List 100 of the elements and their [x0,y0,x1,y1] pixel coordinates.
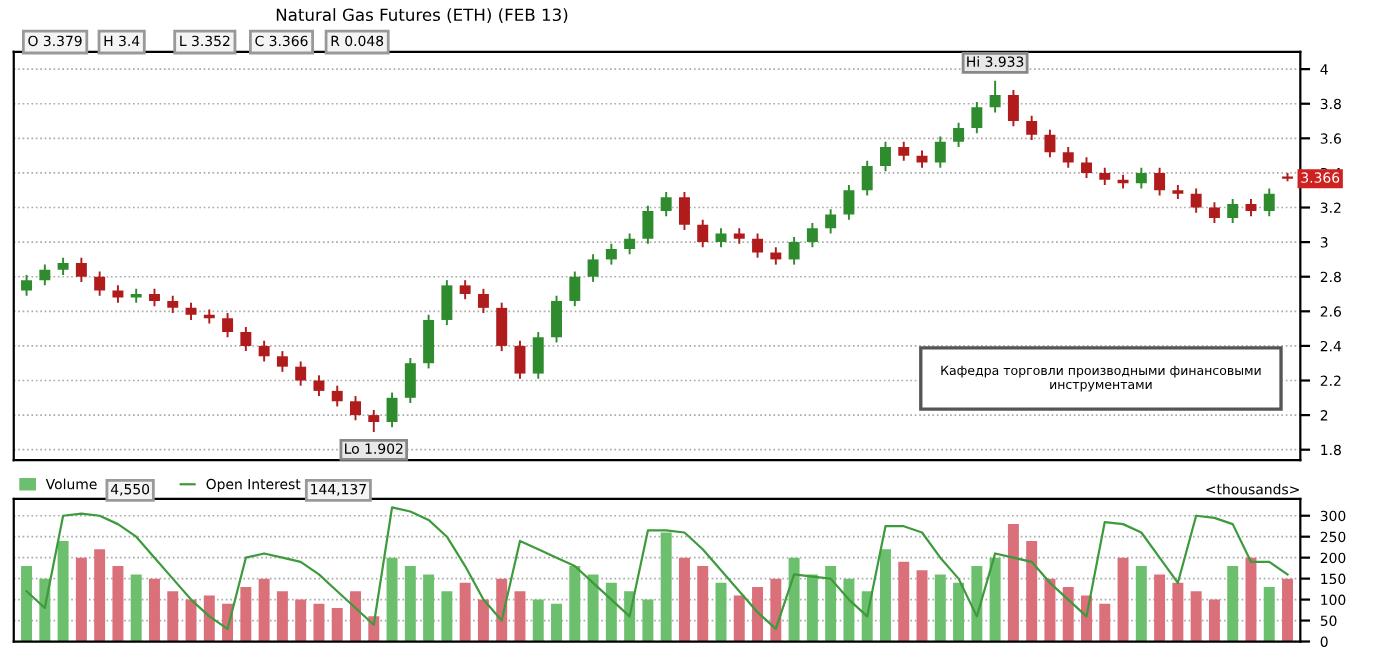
bar [167,591,179,642]
candlestick [551,294,563,344]
candlestick [331,384,343,408]
bar [295,599,307,642]
bar [149,578,160,642]
bar [130,574,142,642]
candlestick [642,204,654,245]
candlestick [1208,201,1220,225]
bar [240,587,252,642]
candlestick [587,253,599,283]
bar [989,557,1001,642]
candlestick [1081,156,1092,180]
bar [57,540,69,642]
candlestick [404,357,416,404]
bar [1026,540,1038,642]
candlestick [222,312,234,339]
candlestick [1135,166,1147,190]
bar [1117,557,1129,642]
candlestick [898,140,910,162]
candlestick [459,279,471,301]
bar [1044,578,1056,642]
bar [1099,603,1111,642]
bar [1208,599,1220,642]
candlestick [1026,114,1038,142]
bar [678,557,690,642]
candlestick [276,350,288,373]
candlestick [1190,187,1202,214]
bar [1245,557,1257,642]
candlestick [843,184,855,221]
bar [350,591,361,642]
candlestick [477,287,489,315]
bar [185,599,197,642]
bar [916,570,928,642]
bar [94,549,106,642]
bar [971,566,983,642]
candlestick [295,360,307,387]
bar [880,549,891,642]
candlestick [678,190,690,231]
candlestick [350,395,361,422]
candlestick [624,232,636,256]
bar [441,591,453,642]
bar [587,574,599,642]
bar [75,557,87,642]
candlestick [861,159,873,197]
bar [276,591,288,642]
candlestick [605,242,617,266]
candlestick [21,274,33,297]
bar [1172,582,1184,642]
candlestick [989,79,1001,114]
candlestick [313,374,325,398]
bar [459,582,471,642]
bar [788,557,800,642]
bar [934,574,946,642]
bar [1282,578,1294,642]
bar [642,599,654,642]
bar [313,603,325,642]
candlestick [1227,197,1239,225]
bar [331,607,343,642]
bar [733,595,745,642]
bar [953,582,965,642]
candlestick [697,218,709,249]
candlestick [94,270,106,297]
bar [258,578,270,642]
candlestick [258,339,270,363]
bar [1190,591,1202,642]
bar [1154,574,1166,642]
candlestick [75,256,87,283]
candlestick [788,235,800,266]
candlestick [368,408,380,434]
bar [203,595,215,642]
candlestick [532,331,544,380]
bar [1062,587,1074,642]
candlestick [569,270,581,308]
bar [514,591,526,642]
candlestick [934,135,946,169]
bar [1263,587,1275,642]
bar [423,574,435,642]
candlestick [971,101,983,135]
candlestick [240,325,252,353]
candlestick [386,391,398,429]
candlestick [496,301,508,353]
candlestick [660,190,672,218]
line-series [25,506,1289,631]
candlestick [715,227,727,249]
candlestick [880,140,891,173]
candlestick [423,313,435,370]
bar [477,599,489,642]
bar [1135,566,1147,642]
bar [404,566,416,642]
candlestick [1007,88,1019,128]
candlestick [39,263,51,287]
candlestick [514,339,526,380]
bar [386,557,398,642]
bar [21,566,33,642]
candlestick [1263,187,1275,218]
bar [898,561,910,642]
bar [551,603,563,642]
bar [843,578,855,642]
bar [806,574,818,642]
candlestick [1044,128,1056,159]
